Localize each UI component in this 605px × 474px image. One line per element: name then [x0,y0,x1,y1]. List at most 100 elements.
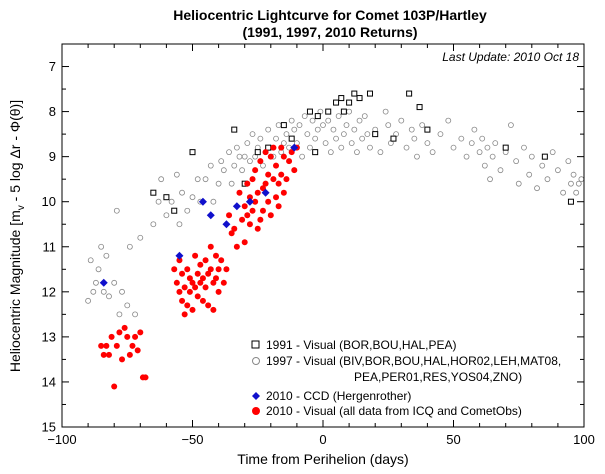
data-point-1997 [309,117,316,124]
data-point-2010-visual [176,288,183,295]
data-point-1997 [257,135,264,142]
data-point-2010-visual [241,203,248,210]
x-tick-labels: −100 −50 0 50 100 [47,432,595,447]
y-tick-label: 9 [49,149,56,164]
data-point-1997 [403,144,410,151]
data-point-2010-visual [186,288,193,295]
data-point-2010-visual [231,225,238,232]
data-point-2010-visual [181,311,188,318]
data-point-1991 [541,153,548,160]
data-point-2010-visual [239,216,246,223]
data-point-1997 [202,176,209,183]
last-update-annotation: Last Update: 2010 Oct 18 [442,50,579,64]
data-point-1991 [333,99,340,106]
data-point-1997 [273,135,279,142]
y-tick-label: 12 [42,284,56,299]
data-point-1997 [575,180,582,187]
data-point-2010-visual [192,284,199,291]
data-point-1997 [364,131,371,138]
data-point-1997 [497,167,504,174]
data-point-1997 [419,122,426,129]
data-point-2010-visual [105,351,112,358]
y-axis-label-main: Heliocentric Magnitude [m [7,210,23,372]
plot-frame [61,43,585,428]
data-point-1997 [168,198,175,205]
data-point-1997 [184,207,191,214]
data-point-1997 [299,153,306,160]
data-point-2010-ccd [222,220,231,229]
data-point-2010-visual [197,279,204,286]
data-point-1997 [173,171,180,178]
x-tick-label: 100 [573,432,595,447]
data-point-1997 [414,153,420,160]
data-point-1991 [254,149,261,156]
chart-subtitle: (1991, 1997, 2010 Returns) [242,24,417,40]
data-point-2010-visual [246,194,253,201]
data-point-2010-visual [197,261,204,268]
data-point-1991 [306,108,313,115]
data-point-2010-visual [280,153,287,160]
data-point-2010-visual [119,356,126,363]
data-point-2010-visual [142,374,149,381]
data-point-2010-ccd [232,202,241,211]
data-point-1997 [568,180,574,187]
data-point-2010-visual [278,144,285,151]
data-point-2010-visual [199,275,206,282]
data-point-1997 [424,140,431,147]
data-point-2010-visual [241,239,248,246]
data-point-2010-visual [194,270,201,277]
data-point-2010-ccd [99,278,108,287]
data-point-2010-visual [270,176,277,183]
data-point-2010-visual [186,275,193,282]
data-point-1997 [508,122,514,129]
data-point-1997 [489,153,496,160]
data-point-1997 [210,198,217,205]
y-tick-label: 10 [42,194,56,209]
data-point-2010-visual [98,342,105,349]
data-point-1997 [87,257,94,264]
data-point-1997 [100,288,107,295]
data-point-1997 [280,140,287,147]
y-tick-label: 13 [42,329,56,344]
data-point-1997 [296,122,303,129]
data-point-1997 [429,149,436,156]
data-point-2010-visual [278,171,285,178]
data-points [85,90,585,390]
data-point-2010-visual [220,279,227,286]
data-point-1997 [534,185,540,192]
data-point-2010-visual [288,149,295,156]
data-point-1997 [106,293,112,300]
data-point-2010-visual [236,189,243,196]
data-point-1997 [333,135,339,142]
y-tick-label: 14 [42,374,56,389]
data-point-1997 [351,126,358,133]
data-point-2010-visual [212,252,219,259]
data-point-1997 [521,144,527,151]
data-point-1991 [288,135,295,142]
data-point-2010-visual [210,279,217,286]
data-point-1991 [231,126,238,133]
data-point-1997 [111,279,118,286]
data-point-1997 [528,153,535,160]
data-point-2010-visual [108,333,115,340]
y-tick-label: 8 [49,104,56,119]
data-point-2010-visual [252,198,259,205]
data-point-2010-ccd [245,197,254,206]
data-point-1991 [340,108,347,115]
y-axis-label: Heliocentric Magnitude [mv - 5 log Δr - … [7,100,27,372]
data-point-1997 [513,158,520,165]
data-point-1991 [189,149,196,156]
data-point-1997 [330,126,337,133]
data-point-2010-visual [103,342,110,349]
data-point-1991 [406,90,413,97]
data-point-2010-visual [226,212,233,219]
data-point-1997 [249,131,256,138]
legend-label-2010-ccd: 2010 - CCD (Hergenrother) [266,389,411,403]
data-point-1997 [158,176,165,183]
data-point-1997 [340,131,347,138]
x-axis-label: Time from Perihelion (days) [237,451,408,467]
data-point-1997 [301,113,308,119]
data-point-2010-visual [233,243,240,250]
data-point-1997 [312,135,319,142]
data-point-1997 [481,162,488,169]
